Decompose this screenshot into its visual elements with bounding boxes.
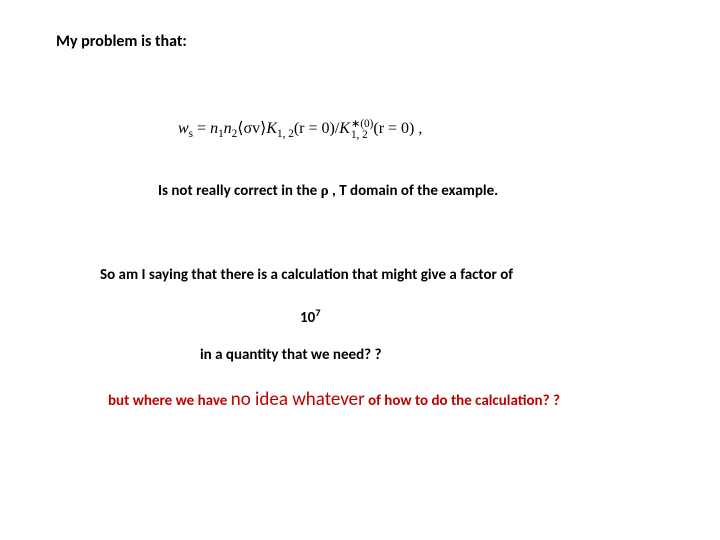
eq-r0a: (r = 0) (294, 120, 335, 137)
line-factor: 107 (300, 306, 321, 327)
eq-n1: n (210, 120, 218, 137)
heading: My problem is that: (56, 32, 187, 51)
line-domain-before: Is not really correct in the (158, 182, 321, 200)
line-need: in a quantity that we need? ? (200, 346, 381, 364)
equation: ws = n1n2⟨σv⟩K1, 2(r = 0)/K∗(0)1, 2(r = … (178, 118, 422, 141)
eq-K1-sub: 1, 2 (277, 128, 294, 140)
eq-n2: n (224, 120, 232, 137)
line-domain: Is not really correct in the ρ , T domai… (158, 182, 498, 200)
rho-symbol: ρ (321, 183, 329, 199)
factor-exp: 7 (315, 306, 320, 319)
line-noidea: but where we have no idea whatever of ho… (108, 388, 560, 411)
line-so-text: So am I saying that there is a calculati… (100, 266, 513, 284)
eq-K2-sub: 1, 2 (351, 129, 368, 141)
eq-comma: , (414, 120, 422, 137)
line-domain-after: , T domain of the example. (329, 182, 499, 200)
eq-eq: = (193, 120, 210, 137)
eq-r0b: (r = 0) (373, 120, 414, 137)
eq-K2: K (339, 120, 350, 137)
noidea-p3: of how to do the calculation? ? (365, 392, 560, 410)
factor-base: 10 (300, 309, 315, 327)
eq-ws: w (178, 120, 189, 137)
eq-K2-supsub: ∗(0)1, 2 (351, 119, 373, 140)
eq-K1: K (266, 120, 277, 137)
noidea-p2: no idea whatever (231, 388, 365, 411)
heading-text: My problem is that: (56, 32, 187, 51)
noidea-p1: but where we have (108, 392, 231, 410)
line-so: So am I saying that there is a calculati… (100, 266, 513, 284)
eq-sigv: ⟨σv⟩ (237, 120, 266, 137)
line-need-text: in a quantity that we need? ? (200, 346, 381, 364)
